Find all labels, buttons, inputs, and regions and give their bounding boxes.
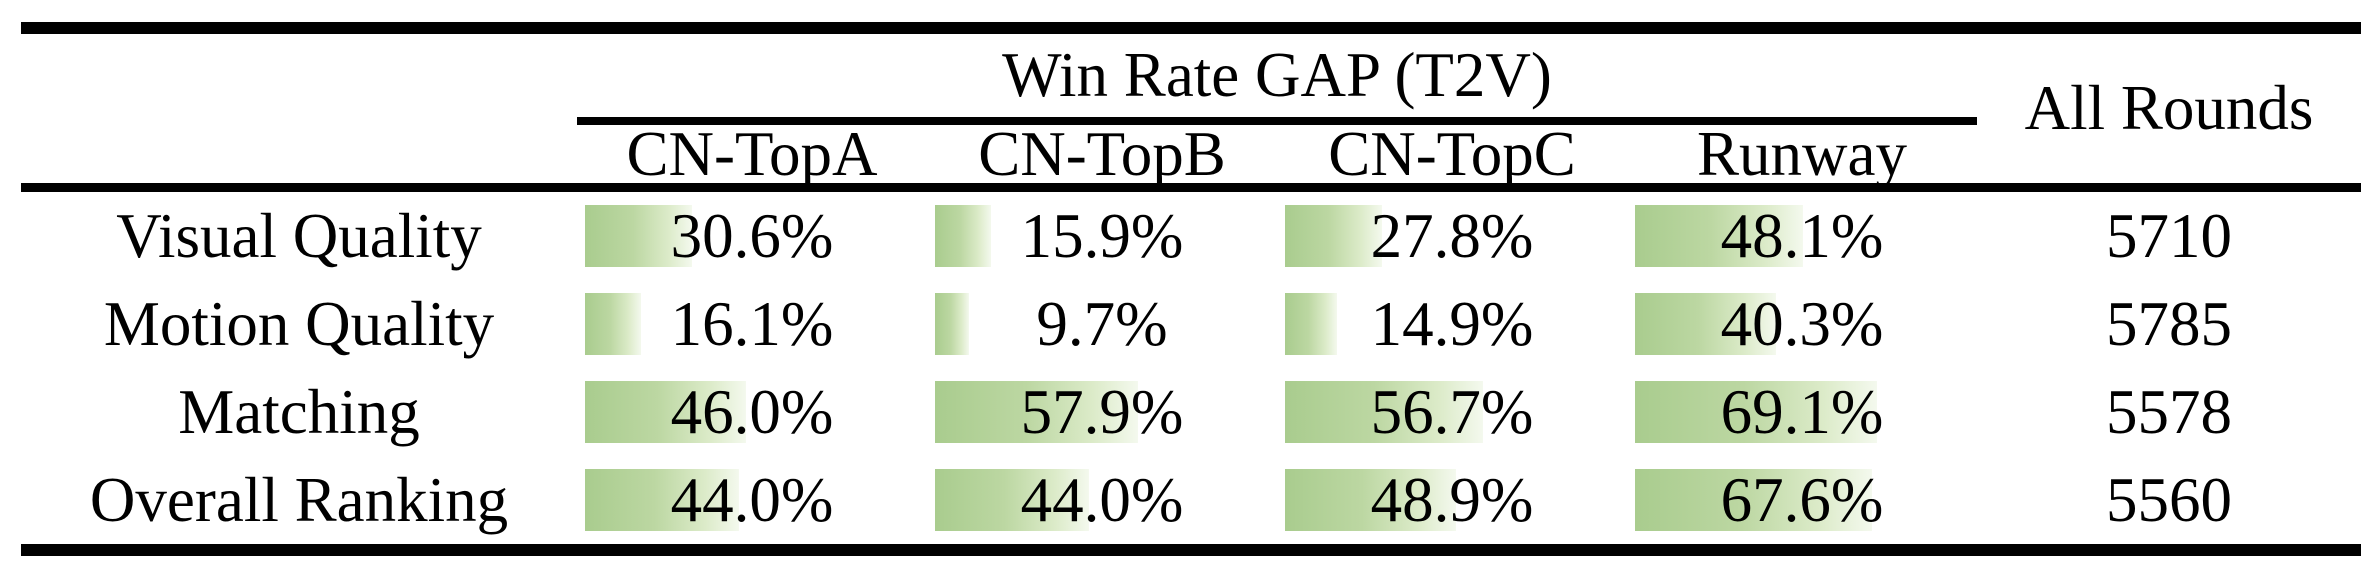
- value-cell: 9.7%: [927, 280, 1277, 368]
- win-rate-value: 15.9%: [1020, 200, 1184, 271]
- win-rate-value: 9.7%: [1036, 288, 1168, 359]
- value-cell: 48.9%: [1277, 456, 1627, 544]
- table-row-motion-quality: Motion Quality 16.1% 9.7% 14.9% 40.3% 57…: [21, 280, 2361, 368]
- value-cell: 57.9%: [927, 368, 1277, 456]
- value-cell: 48.1%: [1627, 192, 1977, 280]
- win-rate-bar: [585, 293, 642, 355]
- value-cell: 40.3%: [1627, 280, 1977, 368]
- win-rate-bar: [1635, 381, 1877, 443]
- row-label: Overall Ranking: [89, 464, 509, 535]
- column-header-cn-topb: CN-TopB: [978, 118, 1226, 189]
- win-rate-value: 48.9%: [1370, 464, 1534, 535]
- value-cell: 46.0%: [577, 368, 927, 456]
- header-separator-rule: [21, 183, 2361, 192]
- win-rate-bar: [585, 381, 746, 443]
- value-cell: 16.1%: [577, 280, 927, 368]
- column-header-cn-topa: CN-TopA: [626, 118, 878, 189]
- win-rate-bar: [935, 469, 1089, 531]
- win-rate-bar: [1285, 469, 1457, 531]
- win-rate-bar: [1285, 205, 1383, 267]
- row-label: Motion Quality: [103, 288, 495, 359]
- table-row-matching: Matching 46.0% 57.9% 56.7% 69.1% 5578: [21, 368, 2361, 456]
- win-rate-value: 27.8%: [1370, 200, 1534, 271]
- value-cell: 44.0%: [577, 456, 927, 544]
- win-rate-value: 57.9%: [1020, 376, 1184, 447]
- win-rate-value: 69.1%: [1720, 376, 1884, 447]
- all-rounds-value: 5710: [2106, 200, 2232, 271]
- column-header-all-rounds: All Rounds: [2024, 73, 2314, 143]
- win-rate-value: 44.0%: [670, 464, 834, 535]
- column-header-cn-topc: CN-TopC: [1328, 118, 1576, 189]
- win-rate-value: 40.3%: [1720, 288, 1884, 359]
- value-cell: 44.0%: [927, 456, 1277, 544]
- win-rate-bar: [1285, 293, 1338, 355]
- win-rate-bar: [935, 381, 1138, 443]
- win-rate-value: 16.1%: [670, 288, 834, 359]
- value-cell: 67.6%: [1627, 456, 1977, 544]
- table-header: Win Rate GAP (T2V) CN-TopA CN-TopB CN-To…: [21, 34, 2361, 189]
- win-rate-value: 56.7%: [1370, 376, 1534, 447]
- table-row-visual-quality: Visual Quality 30.6% 15.9% 27.8% 48.1% 5…: [21, 192, 2361, 280]
- win-rate-value: 14.9%: [1370, 288, 1534, 359]
- row-label: Matching: [178, 376, 420, 447]
- win-rate-bar: [1635, 293, 1777, 355]
- value-cell: 14.9%: [1277, 280, 1627, 368]
- win-rate-table: Win Rate GAP (T2V) CN-TopA CN-TopB CN-To…: [21, 22, 2361, 556]
- win-rate-value: 48.1%: [1720, 200, 1884, 271]
- win-rate-value: 44.0%: [1020, 464, 1184, 535]
- value-cell: 30.6%: [577, 192, 927, 280]
- top-rule: [21, 22, 2361, 34]
- win-rate-value: 67.6%: [1720, 464, 1884, 535]
- win-rate-value: 30.6%: [670, 200, 834, 271]
- win-rate-value: 46.0%: [670, 376, 834, 447]
- group-header-underline-rule: [577, 117, 1977, 125]
- all-rounds-value: 5560: [2106, 464, 2232, 535]
- bottom-rule: [21, 544, 2361, 556]
- value-cell: 69.1%: [1627, 368, 1977, 456]
- all-rounds-value: 5578: [2106, 376, 2232, 447]
- column-header-runway: Runway: [1697, 118, 1907, 189]
- value-cell: 56.7%: [1277, 368, 1627, 456]
- value-cell: 27.8%: [1277, 192, 1627, 280]
- win-rate-bar: [1635, 205, 1804, 267]
- group-header-title: Win Rate GAP (T2V): [1002, 40, 1552, 110]
- win-rate-bar: [1285, 381, 1484, 443]
- row-label: Visual Quality: [116, 200, 482, 271]
- win-rate-bar: [935, 293, 969, 355]
- win-rate-bar: [1635, 469, 1872, 531]
- table-row-overall-ranking: Overall Ranking 44.0% 44.0% 48.9% 67.6% …: [21, 456, 2361, 544]
- win-rate-bar: [935, 205, 991, 267]
- win-rate-bar: [585, 469, 739, 531]
- all-rounds-value: 5785: [2106, 288, 2232, 359]
- column-headers-row: CN-TopA CN-TopB CN-TopC Runway: [577, 118, 1977, 189]
- value-cell: 15.9%: [927, 192, 1277, 280]
- win-rate-bar: [585, 205, 693, 267]
